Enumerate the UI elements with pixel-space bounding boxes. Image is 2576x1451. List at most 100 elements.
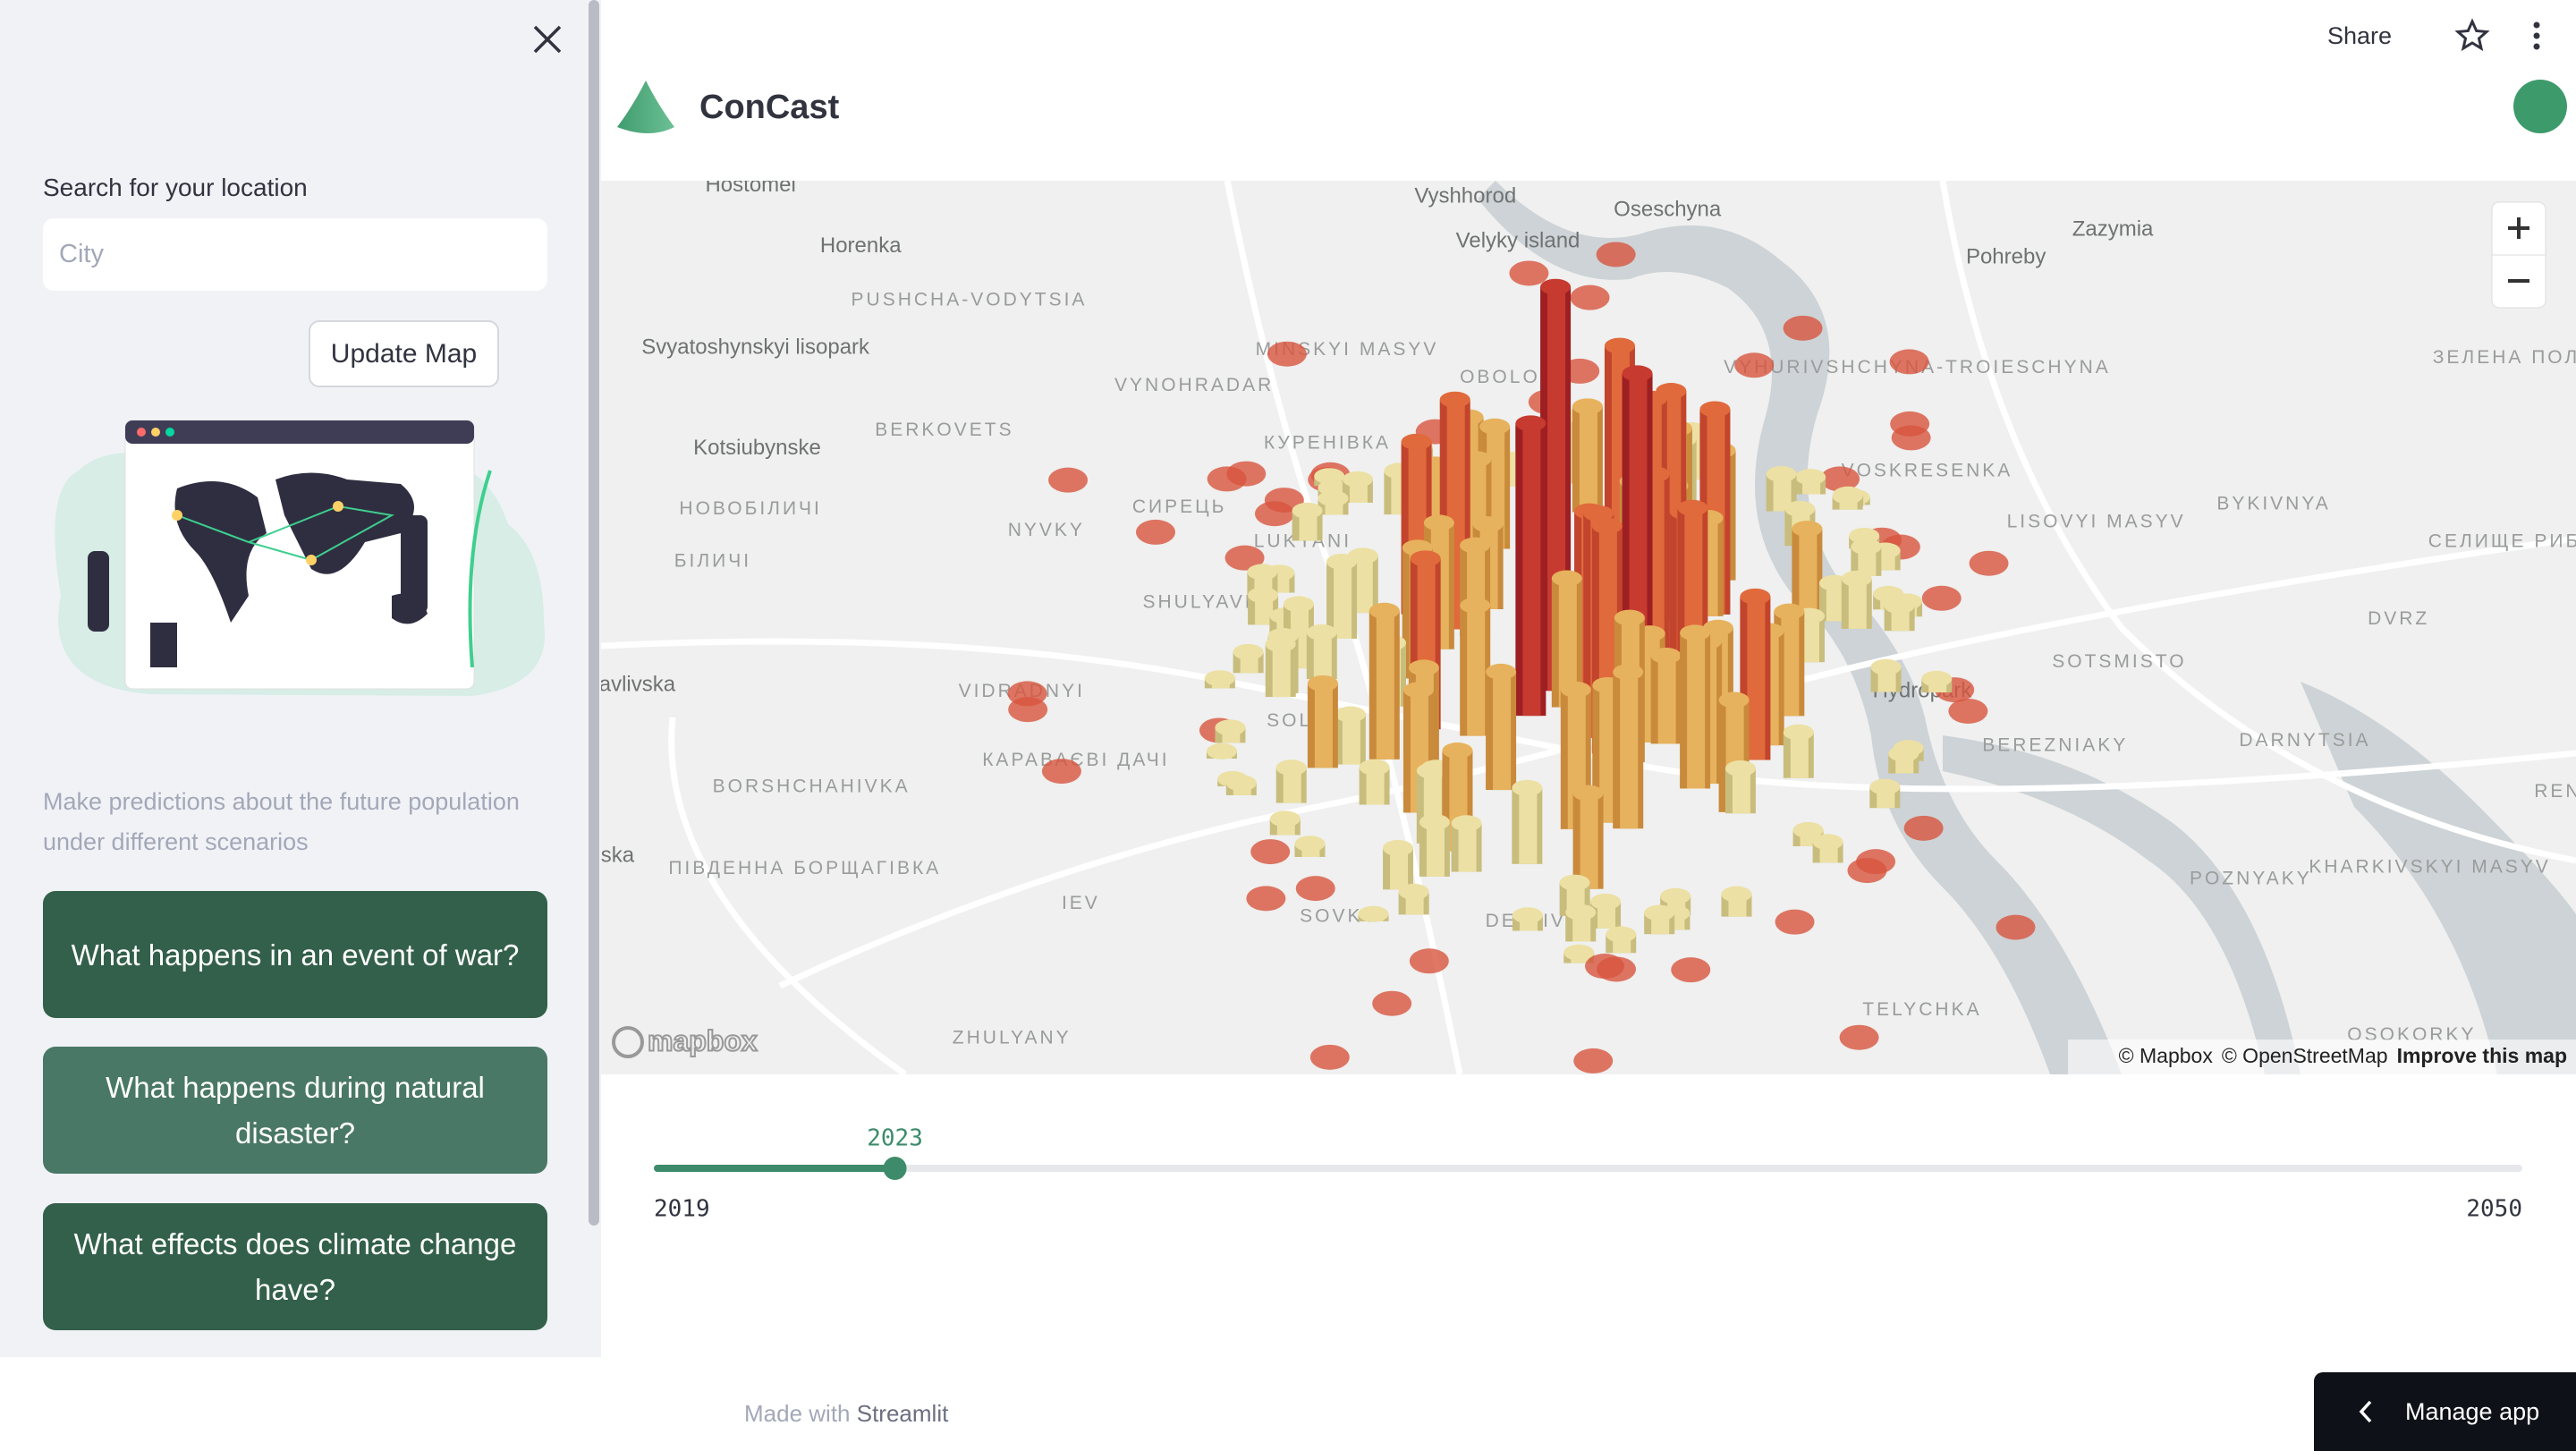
column-top <box>1335 706 1366 723</box>
place-label: NYVKY <box>1008 520 1085 540</box>
slider[interactable]: 2023 2019 2050 <box>601 1109 2576 1235</box>
slider-fill <box>654 1165 895 1172</box>
place-label: НОВОБІЛИЧІ <box>679 498 821 519</box>
column-face <box>1558 578 1577 708</box>
place-label: ZHULYANY <box>953 1027 1072 1048</box>
map[interactable]: Hostomel Vyshhorod Oseschyna Zazymia Pohreby… <box>601 181 2576 1074</box>
column-top <box>1368 602 1400 619</box>
column-top <box>1307 675 1338 692</box>
logo <box>617 81 674 133</box>
place-label: Velyky island <box>1456 228 1580 252</box>
place-label: POZNYAKY <box>2190 868 2312 888</box>
column-top <box>1401 433 1432 450</box>
column-disk <box>1224 545 1265 571</box>
column-top <box>1442 742 1473 759</box>
star-icon[interactable] <box>2454 18 2490 54</box>
column-face <box>1354 556 1373 614</box>
column-disk <box>1996 914 2036 940</box>
place-label: КУРЕНІВКА <box>1264 432 1391 453</box>
column-disk <box>1246 886 1286 912</box>
column-face <box>1467 605 1486 736</box>
attribution-mapbox[interactable]: © Mapbox <box>2119 1044 2214 1067</box>
column-top <box>1439 391 1470 408</box>
column-face <box>1580 793 1598 889</box>
place-label: VOSKRESENKA <box>1842 461 2013 481</box>
column-top <box>1416 762 1447 779</box>
place-label: Svyatoshynskyi lisopark <box>641 335 870 360</box>
column-disk <box>1207 466 1247 492</box>
column-top <box>1408 659 1439 676</box>
column-disk <box>1903 815 1944 841</box>
scenario-button[interactable]: What effects does climate change have? <box>43 1203 547 1330</box>
zoom-in[interactable] <box>2508 217 2529 239</box>
place-label: OBOLON <box>1460 367 1556 387</box>
place-label: SOTSMISTO <box>2052 651 2186 672</box>
sidebar: Search for your location City Update Map… <box>0 0 601 1357</box>
streamlit-link[interactable]: Streamlit <box>856 1400 949 1427</box>
place-label: Pohreby <box>1966 245 2046 269</box>
column-top <box>1359 759 1390 776</box>
column-top <box>1225 775 1257 792</box>
column-top <box>1851 539 1882 556</box>
place-label: ЗЕЛЕНА ПОЛЯНА <box>2433 347 2576 368</box>
scenario-button[interactable]: What happens in an event of war? <box>43 891 547 1018</box>
column-face <box>1732 768 1750 814</box>
update-map-button[interactable]: Update Map <box>309 320 499 387</box>
column-top <box>1233 643 1264 660</box>
attribution-background <box>2068 1039 2576 1074</box>
column-top <box>1551 570 1582 587</box>
column-top <box>1318 490 1349 507</box>
column-disk <box>1008 697 1048 723</box>
column-top <box>1832 488 1863 505</box>
menu-icon[interactable] <box>2528 18 2546 54</box>
column-top <box>1702 619 1733 636</box>
column-face <box>1493 671 1512 791</box>
column-top <box>1613 664 1644 681</box>
column-face <box>1826 582 1844 622</box>
column-top <box>1423 514 1454 531</box>
column-top <box>1590 893 1622 910</box>
share-link[interactable]: Share <box>2326 22 2392 49</box>
slider-track <box>654 1165 2522 1172</box>
scenario-button[interactable]: What happens during natural disaster? <box>43 1047 547 1174</box>
place-label: DVRZ <box>2368 608 2429 629</box>
chevron <box>2359 1400 2372 1423</box>
column-top <box>1383 839 1414 856</box>
column-face <box>1334 561 1352 639</box>
column-top <box>1398 883 1429 900</box>
place-label: ska <box>601 843 635 867</box>
column-disk <box>1948 698 1988 724</box>
column-top <box>1583 505 1614 522</box>
column-disk <box>1048 467 1089 493</box>
column-top <box>1306 624 1337 641</box>
column-top <box>1795 469 1826 486</box>
column-disk <box>1891 425 1931 451</box>
avatar[interactable] <box>2513 80 2567 133</box>
column-face <box>1426 821 1445 877</box>
place-label: BERKOVETS <box>875 420 1013 440</box>
slider-thumb[interactable] <box>883 1157 907 1180</box>
manage-app-button[interactable]: Manage app <box>2314 1372 2576 1451</box>
column-top <box>1921 670 1953 687</box>
column-top <box>1660 887 1691 904</box>
column-face <box>1342 714 1360 765</box>
attribution-osm[interactable]: © OpenStreetMap <box>2222 1044 2388 1067</box>
column-top <box>1699 401 1731 418</box>
column-top <box>1410 550 1441 567</box>
place-label: Kotsiubynske <box>693 436 821 460</box>
column-face <box>1283 768 1301 803</box>
place-label: Zazymia <box>2072 216 2154 241</box>
column-disk <box>1734 352 1775 378</box>
attribution-improve[interactable]: Improve this map <box>2397 1044 2567 1067</box>
column-disk <box>1596 242 1636 267</box>
column-face <box>1314 683 1333 768</box>
close-icon[interactable] <box>530 21 565 57</box>
place-label: Horenka <box>820 233 902 258</box>
column-face <box>1799 529 1818 621</box>
column-top <box>1275 759 1307 776</box>
search-input[interactable]: City <box>43 218 547 291</box>
scrollbar[interactable] <box>589 0 599 1226</box>
column-top <box>1472 516 1504 533</box>
column-top <box>1740 588 1771 605</box>
